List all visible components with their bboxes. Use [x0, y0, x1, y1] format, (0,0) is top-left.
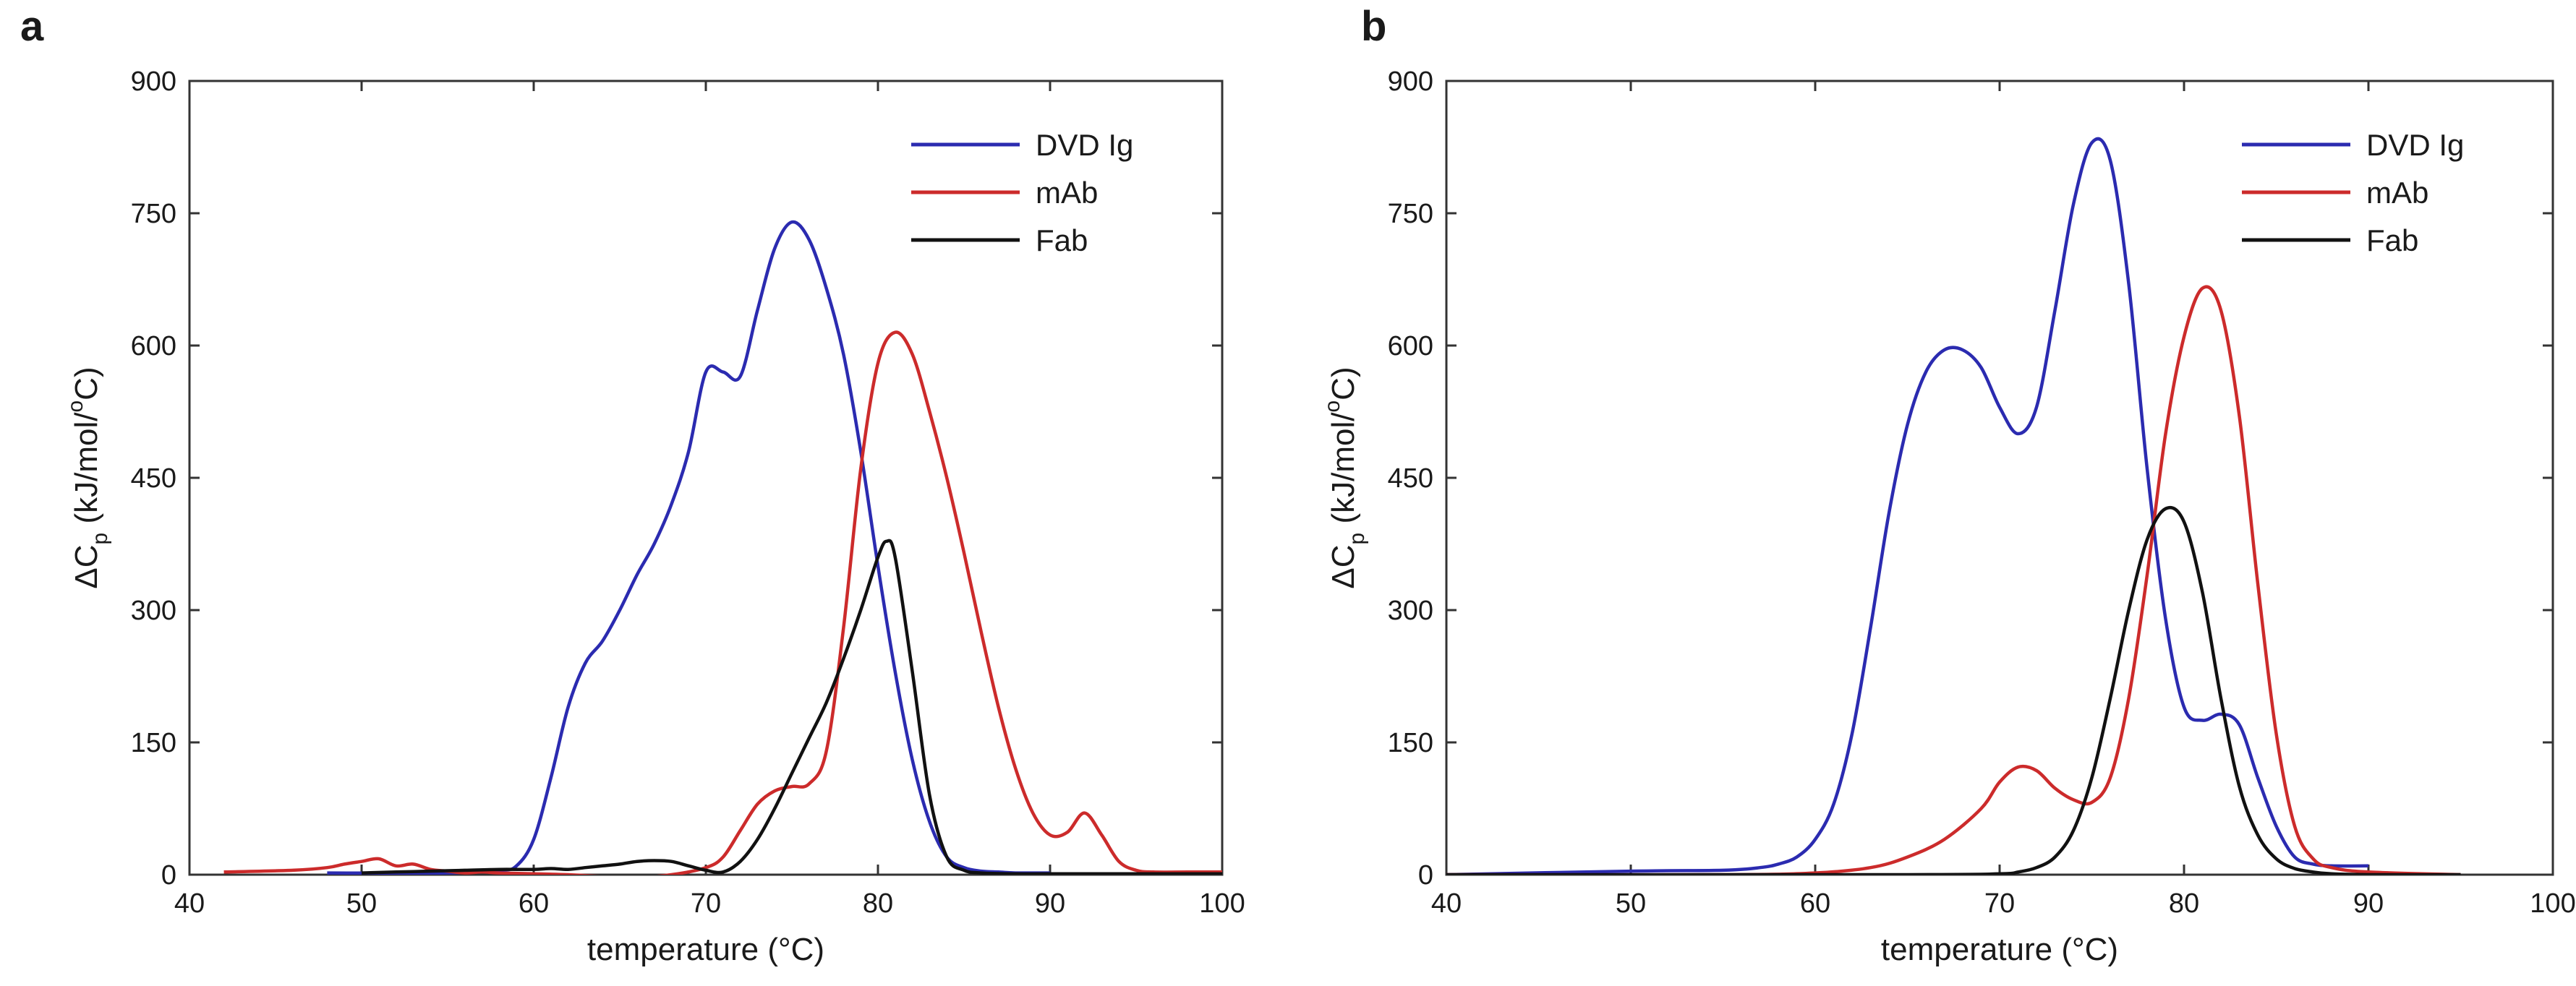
x-tick-label: 50 [1616, 888, 1646, 919]
y-axis-label-part: ΔC [1326, 544, 1361, 588]
x-tick-label: 80 [2169, 888, 2199, 919]
chart-panel-a: a 40 50 60 70 80 90 100 0 150 300 450 600 750 900 tempe… [20, 3, 1245, 967]
y-tick-label: 300 [131, 596, 176, 626]
y-tick-label: 600 [1388, 331, 1433, 361]
y-tick-label: 750 [1388, 199, 1433, 229]
y-tick-label: 450 [131, 463, 176, 494]
x-tick-label: 90 [1035, 888, 1065, 919]
series-line-mab [223, 330, 1222, 875]
y-axis-label-part: p [88, 533, 112, 545]
series-line-fab [361, 539, 1222, 875]
series-line-fab [1446, 505, 2461, 875]
x-tick-label: 100 [1199, 888, 1245, 919]
y-axis-label: ΔCp (kJ/mol/oC) [1321, 366, 1369, 588]
x-tick-label: 50 [346, 888, 377, 919]
x-tick-label: 80 [863, 888, 893, 919]
y-axis-label-part: C) [69, 366, 104, 400]
series-line-mab [1446, 285, 2461, 875]
x-tick-label: 70 [691, 888, 721, 919]
x-tick-label: 40 [174, 888, 205, 919]
y-tick-label: 150 [131, 728, 176, 758]
panel-letter: b [1361, 3, 1386, 50]
x-tick-label: 70 [1984, 888, 2015, 919]
y-tick-label: 300 [1388, 596, 1433, 626]
legend-label: mAb [2366, 176, 2428, 210]
legend-label: DVD Ig [1036, 128, 1133, 162]
y-tick-label: 750 [131, 199, 176, 229]
series-line-dvd-ig [1446, 137, 2369, 875]
y-tick-label: 900 [1388, 67, 1433, 97]
y-tick-label: 150 [1388, 728, 1433, 758]
x-axis-label: temperature (°C) [587, 932, 824, 967]
y-axis-label-part: o [64, 400, 88, 413]
y-tick-label: 0 [161, 860, 176, 891]
x-tick-label: 100 [2530, 888, 2575, 919]
y-tick-label: 900 [131, 67, 176, 97]
x-tick-label: 60 [519, 888, 549, 919]
x-tick-label: 90 [2353, 888, 2384, 919]
y-axis-label-part: (kJ/mol/ [69, 412, 104, 533]
panel-letter: a [20, 3, 44, 50]
legend-label: DVD Ig [2366, 128, 2464, 162]
y-axis-label-part: C) [1326, 366, 1361, 400]
y-axis-label-part: o [1321, 400, 1344, 413]
legend-label: Fab [1036, 223, 1088, 257]
x-axis-label: temperature (°C) [1881, 932, 2118, 967]
chart-panel-b: b 40 50 60 70 80 90 100 0 150 300 450 600 750 900 tempe… [1321, 3, 2576, 967]
x-tick-label: 40 [1431, 888, 1462, 919]
legend-label: Fab [2366, 223, 2418, 257]
y-axis-label-part: p [1345, 533, 1369, 545]
y-axis-label-part: ΔC [69, 544, 104, 588]
y-tick-label: 600 [131, 331, 176, 361]
x-tick-label: 60 [1800, 888, 1830, 919]
y-axis-label-part: (kJ/mol/ [1326, 412, 1361, 533]
y-axis-label: ΔCp (kJ/mol/oC) [64, 366, 112, 588]
legend-label: mAb [1036, 176, 1098, 210]
series-line-dvd-ig [327, 220, 1050, 875]
y-tick-label: 450 [1388, 463, 1433, 494]
y-tick-label: 0 [1418, 860, 1433, 891]
